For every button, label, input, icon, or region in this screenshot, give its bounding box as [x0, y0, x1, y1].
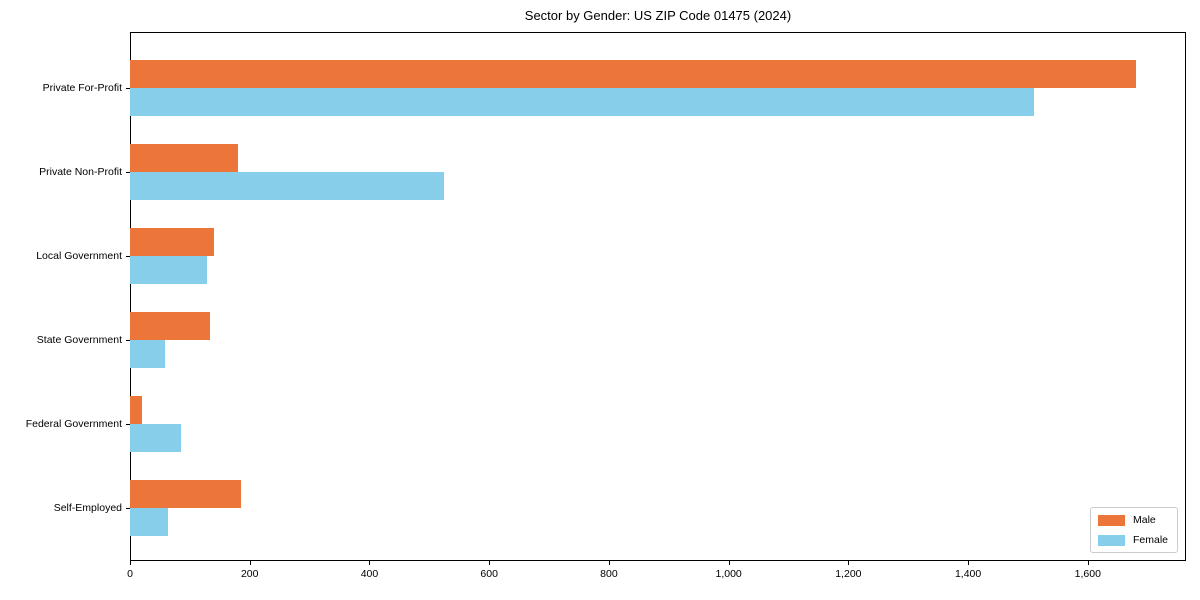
- bar-female-private-non-profit: [130, 172, 444, 200]
- x-tick-mark: [489, 561, 491, 565]
- chart-title: Sector by Gender: US ZIP Code 01475 (202…: [524, 8, 792, 23]
- legend-label-female: Female: [1133, 534, 1169, 546]
- bar-female-state-government: [130, 340, 166, 368]
- bar-male-federal-government: [130, 396, 142, 424]
- plot-area: [130, 32, 1186, 561]
- x-tick-label-800: 800: [600, 568, 618, 580]
- x-tick-mark: [728, 561, 730, 565]
- legend-label-male: Male: [1133, 514, 1156, 526]
- x-tick-label-1-200: 1,200: [835, 568, 862, 580]
- y-tick-label-private-for-profit: Private For-Profit: [42, 82, 122, 94]
- y-tick-mark: [126, 508, 130, 509]
- legend-item-female: Female: [1098, 534, 1170, 546]
- y-tick-label-state-government: State Government: [36, 334, 122, 346]
- bar-male-private-for-profit: [130, 60, 1136, 88]
- bar-male-local-government: [130, 228, 214, 256]
- legend-item-male: Male: [1098, 514, 1170, 526]
- bar-female-federal-government: [130, 424, 181, 452]
- x-tick-label-600: 600: [480, 568, 498, 580]
- x-tick-label-200: 200: [240, 568, 259, 580]
- y-tick-label-private-non-profit: Private Non-Profit: [39, 166, 122, 178]
- x-tick-mark: [968, 561, 970, 565]
- x-tick-label-1-400: 1,400: [954, 568, 982, 580]
- x-tick-label-0: 0: [127, 568, 133, 580]
- y-tick-mark: [126, 88, 130, 89]
- y-tick-mark: [126, 256, 130, 257]
- legend: Male Female: [1090, 507, 1178, 553]
- y-tick-label-federal-government: Federal Government: [25, 418, 122, 430]
- x-tick-mark: [249, 561, 251, 565]
- x-tick-mark: [608, 561, 610, 565]
- male-swatch: [1098, 514, 1125, 526]
- y-tick-label-self-employed: Self-Employed: [53, 502, 122, 514]
- y-tick-mark: [126, 172, 130, 173]
- x-tick-mark: [369, 561, 371, 565]
- x-tick-label-1-600: 1,600: [1074, 568, 1101, 580]
- x-tick-label-400: 400: [360, 568, 379, 580]
- y-tick-label-local-government: Local Government: [36, 250, 122, 262]
- female-swatch: [1098, 534, 1125, 546]
- bar-female-private-for-profit: [130, 88, 1034, 116]
- bar-female-local-government: [130, 256, 207, 284]
- x-tick-mark: [130, 561, 131, 565]
- y-tick-mark: [126, 424, 130, 425]
- bar-male-private-non-profit: [130, 144, 238, 172]
- bar-female-self-employed: [130, 508, 168, 536]
- x-tick-mark: [1087, 561, 1089, 565]
- bar-male-self-employed: [130, 480, 242, 508]
- x-tick-mark: [848, 561, 850, 565]
- bar-male-state-government: [130, 312, 211, 340]
- x-tick-label-1-000: 1,000: [715, 568, 742, 580]
- y-tick-mark: [126, 340, 130, 341]
